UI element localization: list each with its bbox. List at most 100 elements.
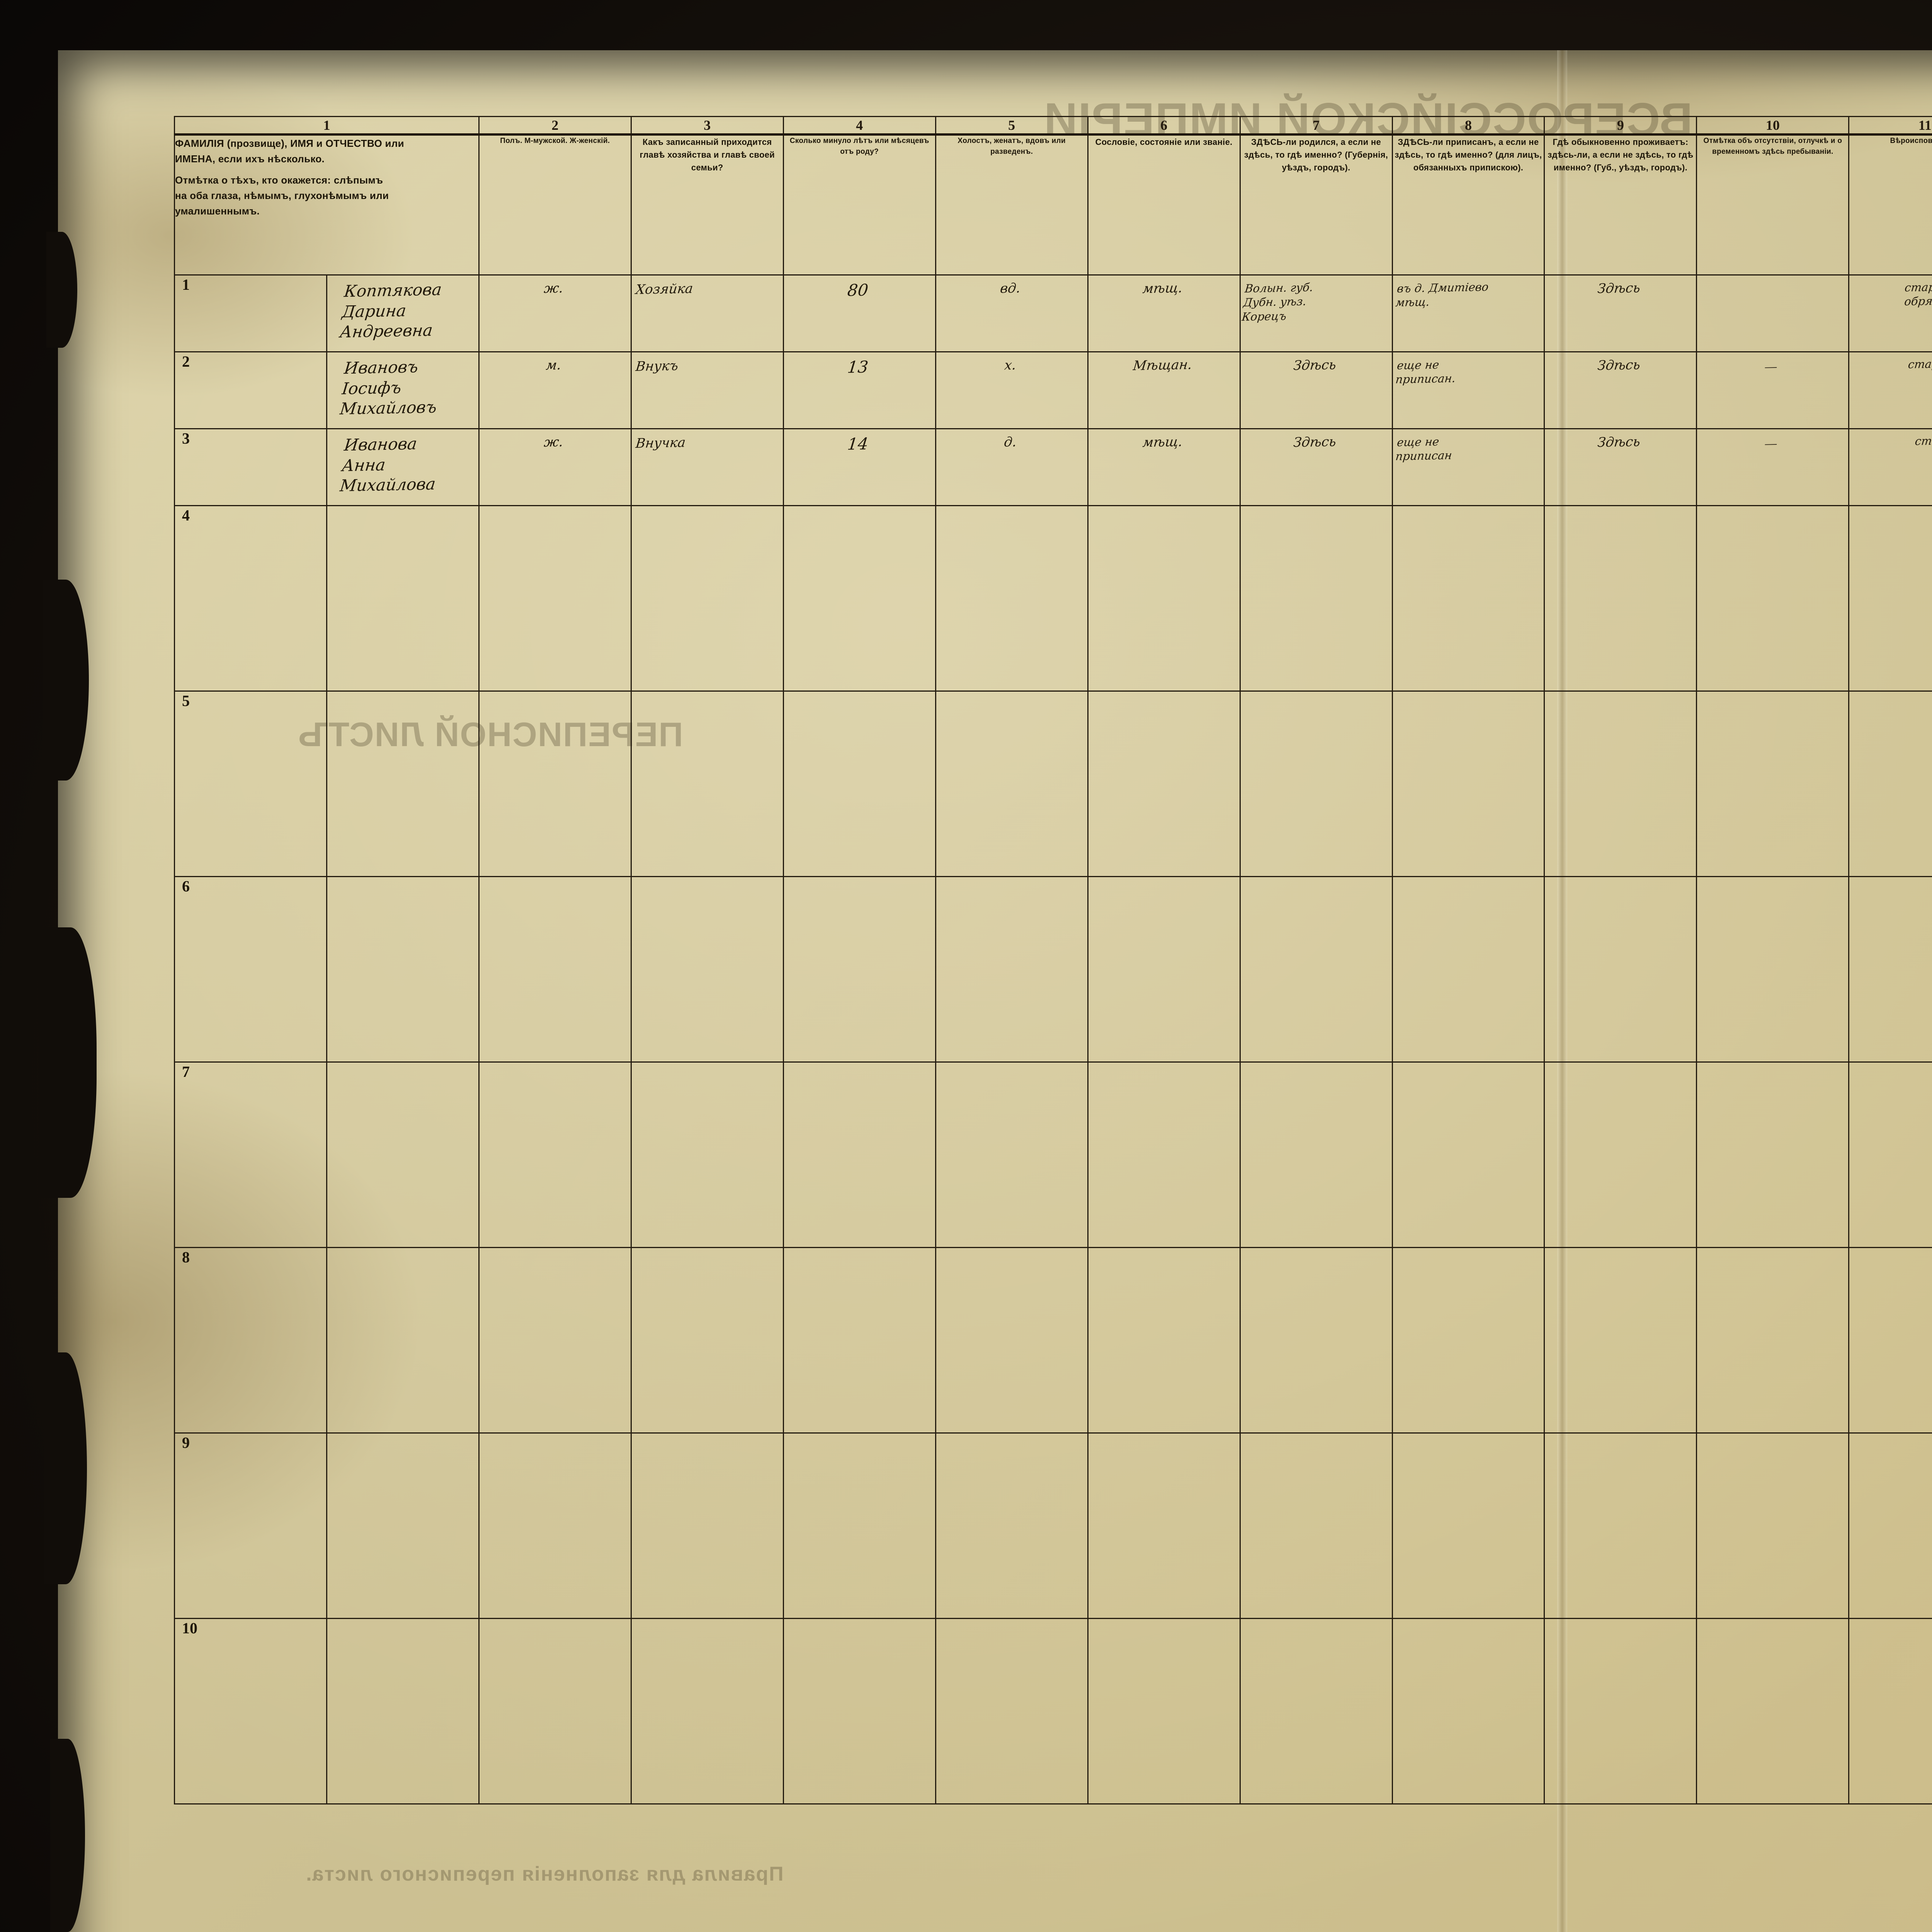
cell-absence[interactable] [1696,1247,1850,1434]
cell-birthplace[interactable] [1239,690,1393,878]
cell-absence[interactable] [1696,274,1850,353]
cell-relation[interactable] [630,1247,784,1434]
cell-registered[interactable]: еще не приписан. [1391,351,1545,430]
cell-birthplace[interactable] [1239,505,1393,692]
cell-sex[interactable] [478,1618,632,1805]
cell-absence[interactable] [1696,505,1850,692]
cell-religion[interactable] [1848,505,1932,692]
cell-age[interactable] [782,1432,936,1619]
cell-estate[interactable] [1087,505,1241,692]
cell-relation[interactable] [630,1061,784,1248]
cell-relation[interactable]: Внукъ [630,351,784,430]
cell-name[interactable] [326,505,480,692]
cell-marital[interactable] [935,1432,1088,1619]
cell-registered[interactable] [1391,505,1545,692]
cell-name[interactable]: Иванова Анна Михайлова [326,428,480,507]
cell-marital[interactable] [935,690,1088,878]
cell-religion[interactable] [1848,876,1932,1063]
cell-birthplace[interactable] [1239,1247,1393,1434]
cell-relation[interactable] [630,1432,784,1619]
cell-age[interactable] [782,690,936,878]
cell-residence[interactable] [1544,1432,1697,1619]
cell-estate[interactable] [1087,1618,1241,1805]
cell-estate[interactable] [1087,1061,1241,1248]
cell-marital[interactable] [935,1618,1088,1805]
cell-name[interactable]: Коптякова Дарина Андреевна [326,274,480,353]
cell-residence[interactable] [1544,1061,1697,1248]
cell-residence[interactable] [1544,505,1697,692]
cell-relation[interactable]: Хозяйка [630,274,784,353]
cell-religion[interactable] [1848,690,1932,878]
cell-absence[interactable] [1696,1061,1850,1248]
cell-name[interactable] [326,690,480,878]
cell-residence[interactable]: Здѣсь [1544,274,1697,353]
cell-marital[interactable] [935,1061,1088,1248]
cell-marital[interactable]: д. [935,428,1088,507]
cell-age[interactable]: 80 [782,274,936,353]
cell-estate[interactable]: мѣщ. [1087,428,1241,507]
cell-sex[interactable]: ж. [478,428,632,507]
cell-registered[interactable] [1391,1618,1545,1805]
cell-birthplace[interactable]: Здѣсь [1239,351,1393,430]
cell-residence[interactable]: Здѣсь [1544,428,1697,507]
cell-registered[interactable] [1391,1061,1545,1248]
cell-marital[interactable] [935,505,1088,692]
cell-residence[interactable] [1544,1618,1697,1805]
cell-sex[interactable] [478,1061,632,1248]
cell-absence[interactable]: — [1696,428,1850,507]
cell-marital[interactable]: х. [935,351,1088,430]
cell-sex[interactable] [478,690,632,878]
cell-age[interactable] [782,505,936,692]
cell-absence[interactable] [1696,690,1850,878]
cell-sex[interactable]: м. [478,351,632,430]
cell-residence[interactable] [1544,876,1697,1063]
cell-residence[interactable] [1544,1247,1697,1434]
cell-birthplace[interactable]: Волын. губ. Дубн. уѣз. Корецъ [1239,274,1393,353]
cell-age[interactable]: 13 [782,351,936,430]
cell-age[interactable] [782,1247,936,1434]
cell-religion[interactable]: ст [1848,428,1932,507]
cell-relation[interactable] [630,1618,784,1805]
cell-birthplace[interactable] [1239,1432,1393,1619]
cell-estate[interactable] [1087,1247,1241,1434]
cell-sex[interactable] [478,1432,632,1619]
cell-registered[interactable] [1391,1432,1545,1619]
cell-absence[interactable] [1696,1432,1850,1619]
cell-residence[interactable]: Здѣсь [1544,351,1697,430]
cell-age[interactable] [782,1618,936,1805]
cell-birthplace[interactable] [1239,1618,1393,1805]
cell-birthplace[interactable] [1239,1061,1393,1248]
cell-estate[interactable]: Мѣщан. [1087,351,1241,430]
cell-religion[interactable]: стар [1848,351,1932,430]
cell-relation[interactable] [630,876,784,1063]
cell-residence[interactable] [1544,690,1697,878]
cell-absence[interactable] [1696,876,1850,1063]
cell-sex[interactable]: ж. [478,274,632,353]
cell-relation[interactable] [630,690,784,878]
cell-age[interactable] [782,1061,936,1248]
cell-birthplace[interactable] [1239,876,1393,1063]
cell-absence[interactable]: — [1696,351,1850,430]
cell-estate[interactable]: мѣщ. [1087,274,1241,353]
cell-estate[interactable] [1087,690,1241,878]
cell-registered[interactable]: въ д. Дмитіево мѣщ. [1391,274,1545,353]
cell-sex[interactable] [478,1247,632,1434]
cell-sex[interactable] [478,505,632,692]
cell-religion[interactable] [1848,1618,1932,1805]
cell-name[interactable] [326,1618,480,1805]
cell-marital[interactable] [935,876,1088,1063]
cell-age[interactable]: 14 [782,428,936,507]
cell-absence[interactable] [1696,1618,1850,1805]
cell-name[interactable]: Ивановъ Іосифъ Михайловъ [326,351,480,430]
cell-estate[interactable] [1087,1432,1241,1619]
cell-registered[interactable] [1391,690,1545,878]
cell-registered[interactable] [1391,876,1545,1063]
cell-marital[interactable] [935,1247,1088,1434]
cell-name[interactable] [326,876,480,1063]
cell-name[interactable] [326,1432,480,1619]
cell-name[interactable] [326,1247,480,1434]
cell-sex[interactable] [478,876,632,1063]
cell-religion[interactable]: старо обряд [1848,274,1932,353]
cell-religion[interactable] [1848,1432,1932,1619]
cell-registered[interactable] [1391,1247,1545,1434]
